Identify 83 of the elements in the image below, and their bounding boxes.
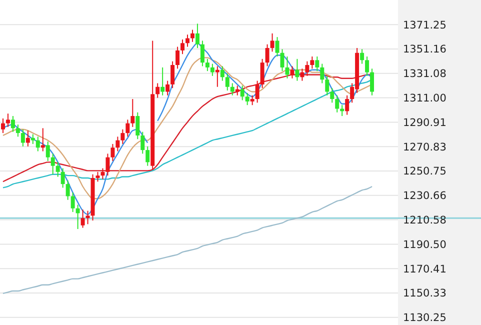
candlestick — [96, 171, 100, 182]
candlestick — [6, 113, 10, 128]
candlestick — [110, 143, 115, 162]
candlestick — [215, 66, 220, 88]
candlestick — [56, 162, 60, 178]
y-tick-label: 1270.83 — [403, 141, 446, 154]
candlestick — [130, 98, 135, 128]
candlestick — [170, 60, 175, 89]
candlestick — [20, 128, 25, 147]
candlestick — [285, 56, 290, 79]
y-tick-label: 1130.25 — [403, 312, 446, 324]
y-tick-label: 1331.08 — [403, 68, 446, 80]
candlestick — [365, 56, 370, 76]
y-tick-label: 1150.33 — [403, 288, 446, 300]
candlestick — [66, 180, 70, 200]
candlestick — [275, 36, 280, 57]
candlestick — [30, 134, 35, 144]
candlestick — [176, 46, 180, 70]
candlestick — [80, 209, 85, 228]
candlestick — [315, 56, 320, 72]
candlestick — [120, 128, 125, 144]
candlestick — [26, 130, 30, 147]
y-tick-label: 1290.91 — [403, 116, 446, 129]
y-tick-label: 1371.25 — [403, 19, 446, 32]
candlestick — [106, 153, 110, 176]
candlestick — [0, 118, 5, 134]
candlestick — [340, 104, 344, 117]
y-tick-label: 1351.16 — [403, 44, 447, 56]
candlestick — [245, 92, 250, 106]
candlestick — [360, 48, 364, 64]
candlestick — [76, 204, 80, 230]
candlestick — [220, 66, 224, 82]
candlestick — [255, 80, 260, 104]
candlestick — [60, 168, 65, 188]
candlestick — [265, 44, 270, 67]
candlestick — [335, 94, 340, 113]
candlestick — [160, 66, 165, 96]
candlestick — [50, 153, 55, 175]
candlestick — [310, 56, 314, 70]
candlestick — [230, 82, 234, 96]
candlestick — [330, 88, 334, 104]
candlestick — [325, 75, 330, 96]
line-series — [2, 186, 373, 294]
candlestick — [290, 66, 294, 79]
y-tick-label: 1311.00 — [403, 92, 446, 104]
candlestick — [200, 40, 204, 67]
candlestick — [156, 82, 160, 98]
candlestick — [260, 58, 264, 89]
candlestick — [16, 124, 20, 138]
y-tick-label: 1210.58 — [403, 214, 446, 226]
candlestick — [300, 68, 304, 82]
candlestick — [240, 85, 244, 101]
candlestick — [116, 136, 120, 152]
candlestick — [195, 23, 200, 48]
candlestick — [140, 131, 145, 154]
candlestick — [100, 168, 105, 180]
candlestick — [250, 94, 254, 106]
candlestick — [210, 63, 214, 76]
candlestick — [70, 192, 75, 213]
candlestick — [86, 210, 90, 225]
candlestick — [146, 146, 150, 166]
candlestick — [36, 136, 40, 152]
candlestick — [186, 34, 190, 48]
candlestick — [205, 58, 210, 72]
y-tick-label: 1170.41 — [403, 263, 446, 276]
candlestick — [270, 32, 274, 52]
y-tick-label: 1250.75 — [403, 166, 446, 178]
candlestick — [345, 94, 350, 116]
candlestick — [126, 119, 130, 138]
candlestick — [320, 63, 324, 84]
candlestick — [40, 128, 45, 152]
candlestick — [46, 141, 50, 162]
candlestick — [190, 29, 194, 42]
y-tick-label: 1190.50 — [403, 238, 446, 251]
candlestick — [295, 58, 300, 82]
candlestick — [225, 73, 230, 92]
candlestick — [370, 68, 374, 96]
candlestick — [305, 60, 310, 76]
candlestick — [10, 116, 15, 132]
candlestick — [180, 38, 185, 55]
candlestick — [166, 80, 170, 96]
candlestick — [136, 112, 140, 140]
y-tick-label: 1230.66 — [403, 190, 447, 202]
